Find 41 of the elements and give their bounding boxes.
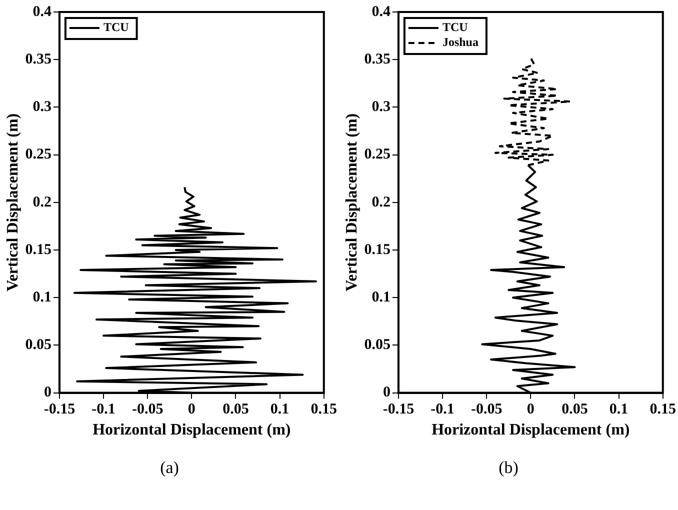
x-tick-label: -0.1	[92, 402, 116, 418]
y-tick-label: 0.15	[364, 242, 390, 258]
y-tick-label: 0.25	[364, 146, 390, 163]
legend-label: TCU	[103, 20, 130, 34]
y-tick-label: 0.2	[372, 194, 390, 210]
text: (b)	[498, 458, 520, 478]
y-axis-title: Vertical Displacement (m)	[344, 113, 361, 292]
x-tick-label: 0	[188, 402, 196, 418]
x-tick-label: -0.15	[44, 402, 76, 418]
x-tick-label: 0.05	[562, 402, 588, 418]
x-tick-label: -0.05	[132, 402, 164, 418]
y-tick-label: 0.3	[372, 99, 390, 116]
y-tick-label: 0.35	[25, 51, 52, 68]
y-tick-label: 0	[382, 384, 390, 401]
x-tick-label: -0.1	[430, 402, 454, 418]
x-tick-label: 0.1	[270, 402, 290, 418]
y-axis-title: Vertical Displacement (m)	[4, 113, 22, 292]
text: (a)	[159, 458, 180, 478]
y-tick-label: 0.05	[364, 337, 390, 354]
y-tick-label: 0.35	[364, 51, 390, 68]
y-tick-label: 0	[44, 384, 52, 401]
x-tick-label: -0.15	[382, 402, 414, 418]
y-tick-label: 0.3	[32, 99, 52, 116]
y-tick-label: 0.15	[25, 242, 52, 258]
y-tick-label: 0.25	[25, 146, 52, 163]
y-tick-label: 0.2	[32, 194, 52, 210]
x-tick-label: 0.05	[222, 402, 249, 418]
legend-label: TCU	[442, 20, 468, 34]
x-tick-label: -0.05	[470, 402, 502, 418]
y-tick-label: 0.4	[372, 4, 391, 20]
x-tick-label: 0	[526, 402, 534, 418]
x-tick-label: 0.1	[609, 402, 628, 418]
x-axis-title: Horizontal Displacement (m)	[432, 422, 630, 439]
x-tick-label: 0.15	[310, 402, 337, 418]
legend-label: Joshua	[442, 35, 478, 50]
y-tick-label: 0.1	[372, 289, 390, 306]
x-tick-label: 0.15	[650, 402, 676, 418]
x-axis-title: Horizontal Displacement (m)	[92, 422, 291, 439]
y-tick-label: 0.05	[25, 337, 52, 354]
y-tick-label: 0.4	[32, 4, 52, 20]
y-tick-label: 0.1	[32, 289, 52, 306]
